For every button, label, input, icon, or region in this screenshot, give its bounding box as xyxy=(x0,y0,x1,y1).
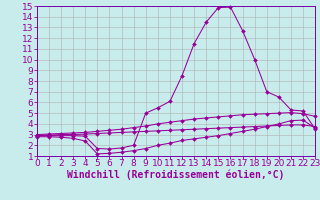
X-axis label: Windchill (Refroidissement éolien,°C): Windchill (Refroidissement éolien,°C) xyxy=(67,170,285,180)
